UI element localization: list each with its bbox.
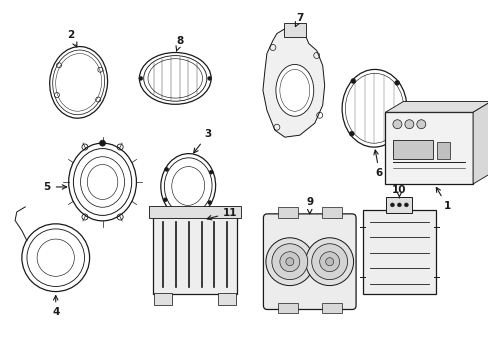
Circle shape <box>209 170 213 174</box>
Circle shape <box>207 76 211 80</box>
FancyBboxPatch shape <box>263 214 355 310</box>
Circle shape <box>311 244 347 280</box>
Polygon shape <box>263 28 324 137</box>
Text: 4: 4 <box>52 296 60 318</box>
FancyBboxPatch shape <box>154 293 172 305</box>
Circle shape <box>348 131 353 136</box>
FancyBboxPatch shape <box>386 197 411 213</box>
Circle shape <box>389 203 394 207</box>
FancyBboxPatch shape <box>277 302 297 314</box>
Ellipse shape <box>275 64 313 116</box>
Text: 7: 7 <box>295 13 303 27</box>
FancyBboxPatch shape <box>149 206 241 219</box>
Text: 1: 1 <box>435 188 450 211</box>
Polygon shape <box>472 102 488 184</box>
Text: 3: 3 <box>193 129 211 153</box>
FancyBboxPatch shape <box>392 140 432 159</box>
FancyBboxPatch shape <box>321 207 341 218</box>
FancyBboxPatch shape <box>277 207 297 218</box>
Text: 9: 9 <box>305 197 313 214</box>
Text: 11: 11 <box>206 208 237 220</box>
Circle shape <box>265 238 313 285</box>
Circle shape <box>319 252 339 272</box>
Circle shape <box>100 140 105 146</box>
Circle shape <box>279 252 299 272</box>
Polygon shape <box>385 102 488 112</box>
FancyBboxPatch shape <box>153 215 237 294</box>
Circle shape <box>163 198 167 202</box>
Circle shape <box>392 133 397 138</box>
Circle shape <box>416 120 425 129</box>
Circle shape <box>392 120 401 129</box>
FancyBboxPatch shape <box>218 293 236 305</box>
Circle shape <box>207 201 211 204</box>
Polygon shape <box>385 112 472 184</box>
Text: 6: 6 <box>373 150 382 178</box>
FancyBboxPatch shape <box>436 141 449 159</box>
Circle shape <box>350 78 355 84</box>
FancyBboxPatch shape <box>283 23 305 37</box>
FancyBboxPatch shape <box>362 210 435 293</box>
Text: 2: 2 <box>67 30 77 47</box>
Text: 5: 5 <box>43 182 66 192</box>
Circle shape <box>305 238 353 285</box>
Circle shape <box>271 244 307 280</box>
Circle shape <box>139 76 142 80</box>
Circle shape <box>404 203 407 207</box>
Text: 10: 10 <box>391 185 406 198</box>
Circle shape <box>325 258 333 266</box>
Circle shape <box>285 258 293 266</box>
Circle shape <box>404 120 413 129</box>
FancyBboxPatch shape <box>321 302 341 314</box>
Circle shape <box>164 167 168 171</box>
Circle shape <box>397 203 401 207</box>
Text: 8: 8 <box>176 36 183 51</box>
Circle shape <box>394 80 399 85</box>
